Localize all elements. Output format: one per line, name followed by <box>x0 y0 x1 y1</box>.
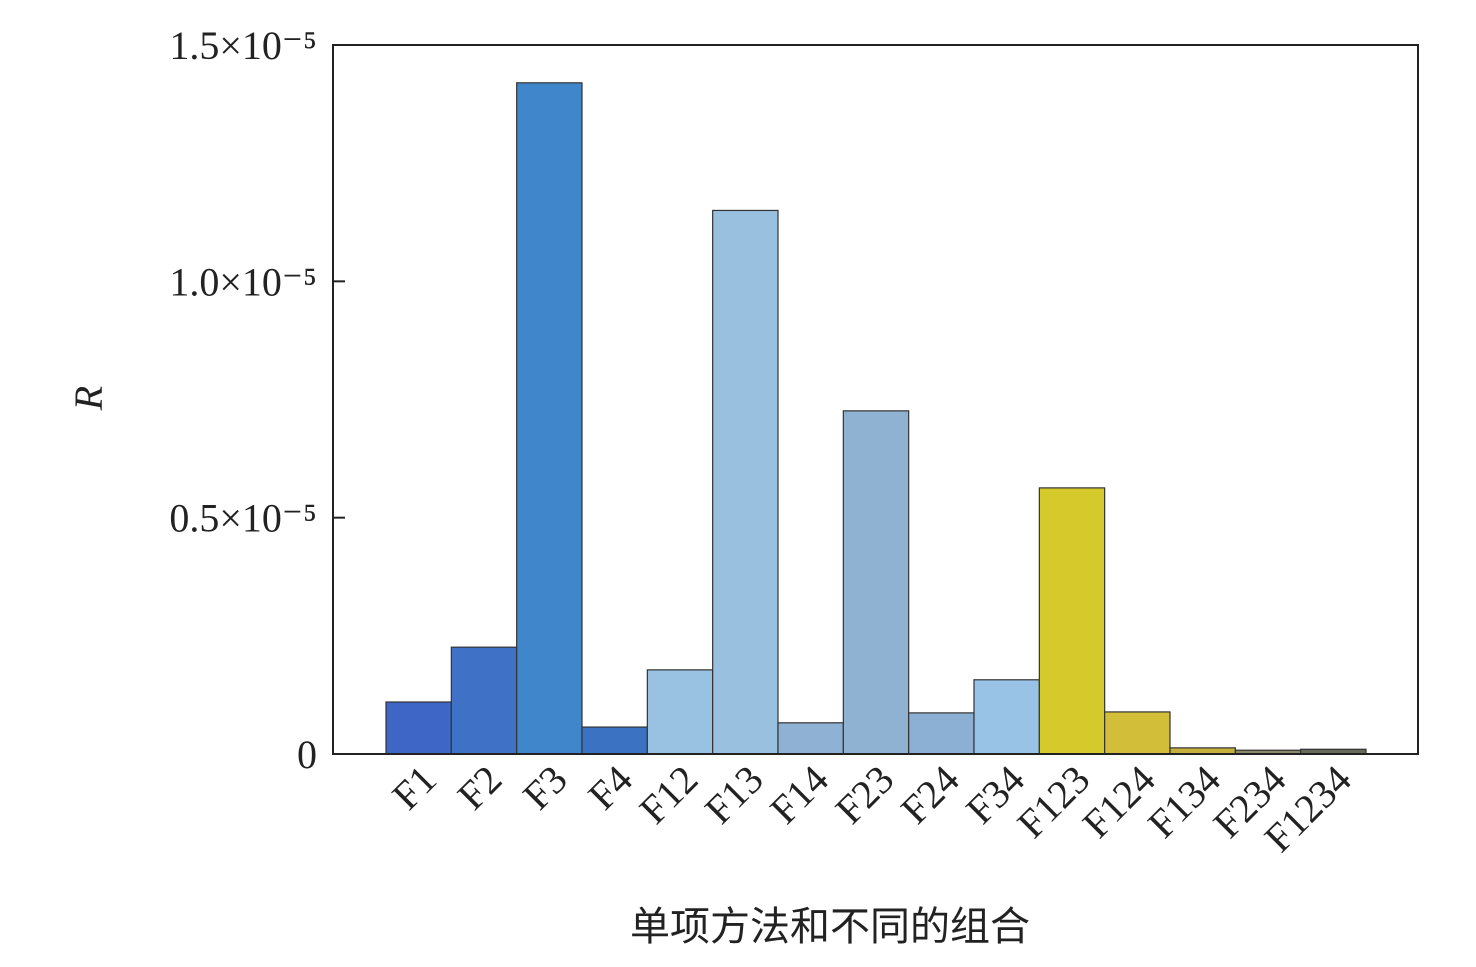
y-tick-label: 0.5×10⁻⁵ <box>169 496 317 541</box>
bar <box>581 726 648 755</box>
plot-frame <box>332 44 1419 755</box>
y-tick-label: 1.5×10⁻⁵ <box>169 23 317 68</box>
x-tick-label: F124 <box>1074 757 1164 847</box>
bar <box>1104 711 1171 755</box>
x-tick-label: F1 <box>383 757 445 819</box>
x-tick-label: F4 <box>579 757 641 819</box>
x-tick-label: F23 <box>827 757 903 833</box>
x-tick-label: F12 <box>631 757 707 833</box>
bar <box>450 646 518 755</box>
x-tick-label: F123 <box>1008 757 1098 847</box>
bar <box>646 669 714 755</box>
x-tick-label: F2 <box>449 757 511 819</box>
x-tick-label: F3 <box>514 757 576 819</box>
x-tick-label: F13 <box>696 757 772 833</box>
bar <box>908 712 975 755</box>
y-tick-label: 1.0×10⁻⁵ <box>169 259 317 304</box>
x-axis-label: 单项方法和不同的组合 <box>630 904 1030 949</box>
x-tick-label: F14 <box>761 757 837 833</box>
x-tick-label: F134 <box>1139 757 1229 847</box>
bar <box>842 410 910 755</box>
bar <box>516 82 583 755</box>
y-axis-label: R <box>66 386 111 411</box>
bar <box>777 722 844 755</box>
x-tick-label: F24 <box>892 757 968 833</box>
bar <box>973 679 1040 755</box>
bar <box>1038 487 1106 755</box>
bar <box>385 701 452 755</box>
y-tick-label: 0 <box>297 732 317 777</box>
bar <box>712 209 779 755</box>
